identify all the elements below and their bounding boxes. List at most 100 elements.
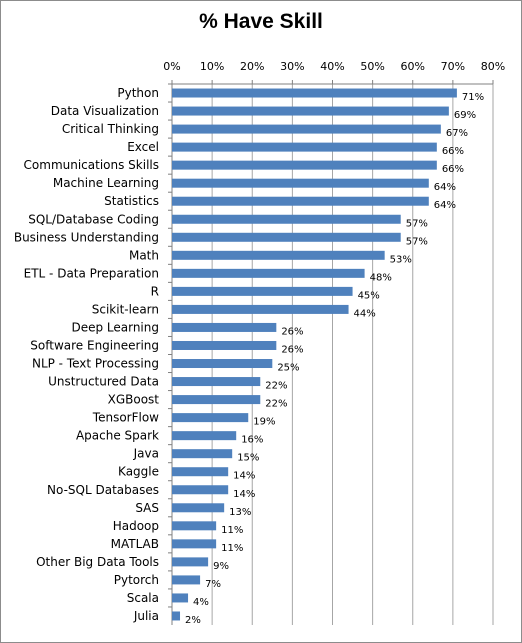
category-label: Scala [127,591,159,605]
category-label: Java [133,447,159,461]
x-tick-label: 60% [401,60,425,73]
category-label: Python [117,86,159,100]
bar [172,467,229,477]
bar [172,449,233,459]
value-label: 44% [354,308,376,319]
bar [172,250,385,260]
value-label: 4% [193,597,209,608]
category-label: Other Big Data Tools [36,555,159,569]
category-label: Critical Thinking [62,122,159,136]
bar [172,214,401,224]
category-label: Software Engineering [30,338,159,352]
category-label: Scikit-learn [92,302,159,316]
category-label: Unstructured Data [48,375,159,389]
bar [172,304,349,314]
x-tick-label: 50% [360,60,384,73]
value-label: 14% [233,489,255,500]
value-label: 64% [434,200,456,211]
bar [172,575,201,585]
bar [172,322,277,332]
value-label: 45% [358,290,380,301]
value-label: 22% [265,399,287,410]
bar [172,593,189,603]
value-label: 11% [221,543,243,554]
x-tick-label: 40% [320,60,344,73]
value-label: 16% [241,435,263,446]
category-label: SQL/Database Coding [28,212,159,226]
bar [172,359,273,369]
bar [172,413,249,423]
category-label: NLP - Text Processing [32,357,159,371]
category-label: Deep Learning [71,320,159,334]
bar [172,611,181,621]
bar [172,124,441,134]
value-label: 11% [221,525,243,536]
bar [172,340,277,350]
chart-title: % Have Skill [199,10,323,33]
x-tick-label: 30% [280,60,304,73]
bar [172,286,353,296]
category-label: No-SQL Databases [47,483,159,497]
category-label: Business Understanding [14,230,159,244]
bar [172,521,217,531]
bar [172,485,229,495]
x-tick-label: 70% [441,60,465,73]
value-label: 57% [406,236,428,247]
category-label: Data Visualization [51,104,159,118]
category-label: Hadoop [113,519,159,533]
category-label: SAS [135,501,159,515]
category-label: XGBoost [108,393,160,407]
value-label: 9% [213,561,229,572]
category-label: Communications Skills [24,158,159,172]
x-tick-label: 10% [200,60,224,73]
value-label: 66% [442,146,464,157]
value-label: 66% [442,164,464,175]
bar [172,431,237,441]
bar [172,160,437,170]
category-label: ETL - Data Preparation [24,266,159,280]
value-label: 13% [229,507,251,518]
value-label: 26% [281,326,303,337]
bar [172,557,209,567]
value-label: 64% [434,182,456,193]
category-label: Math [129,248,159,262]
category-label: Machine Learning [53,176,159,190]
value-label: 14% [233,471,255,482]
value-label: 53% [390,254,412,265]
category-label: Pytorch [114,573,159,587]
category-label: R [151,284,159,298]
bar [172,232,401,242]
category-label: Apache Spark [76,429,159,443]
bar [172,268,365,278]
value-label: 67% [446,128,468,139]
bar [172,196,429,206]
value-label: 19% [253,417,275,428]
value-label: 48% [370,272,392,283]
value-label: 69% [454,110,476,121]
value-label: 25% [277,363,299,374]
bar [172,88,457,98]
value-label: 2% [185,615,201,626]
value-label: 71% [462,92,484,103]
x-tick-label: 0% [163,60,180,73]
category-label: Kaggle [118,465,159,479]
bar [172,503,225,513]
category-label: TensorFlow [92,411,159,425]
category-label: Julia [133,609,159,623]
value-label: 57% [406,218,428,229]
value-label: 22% [265,381,287,392]
bar [172,142,437,152]
category-label: Excel [127,140,159,154]
value-label: 26% [281,344,303,355]
x-tick-label: 20% [240,60,264,73]
bar [172,377,261,387]
bar [172,106,449,116]
category-label: MATLAB [111,537,159,551]
bar [172,395,261,405]
bar [172,178,429,188]
category-label: Statistics [104,194,159,208]
value-label: 7% [205,579,221,590]
value-label: 15% [237,453,259,464]
x-tick-label: 80% [481,60,505,73]
